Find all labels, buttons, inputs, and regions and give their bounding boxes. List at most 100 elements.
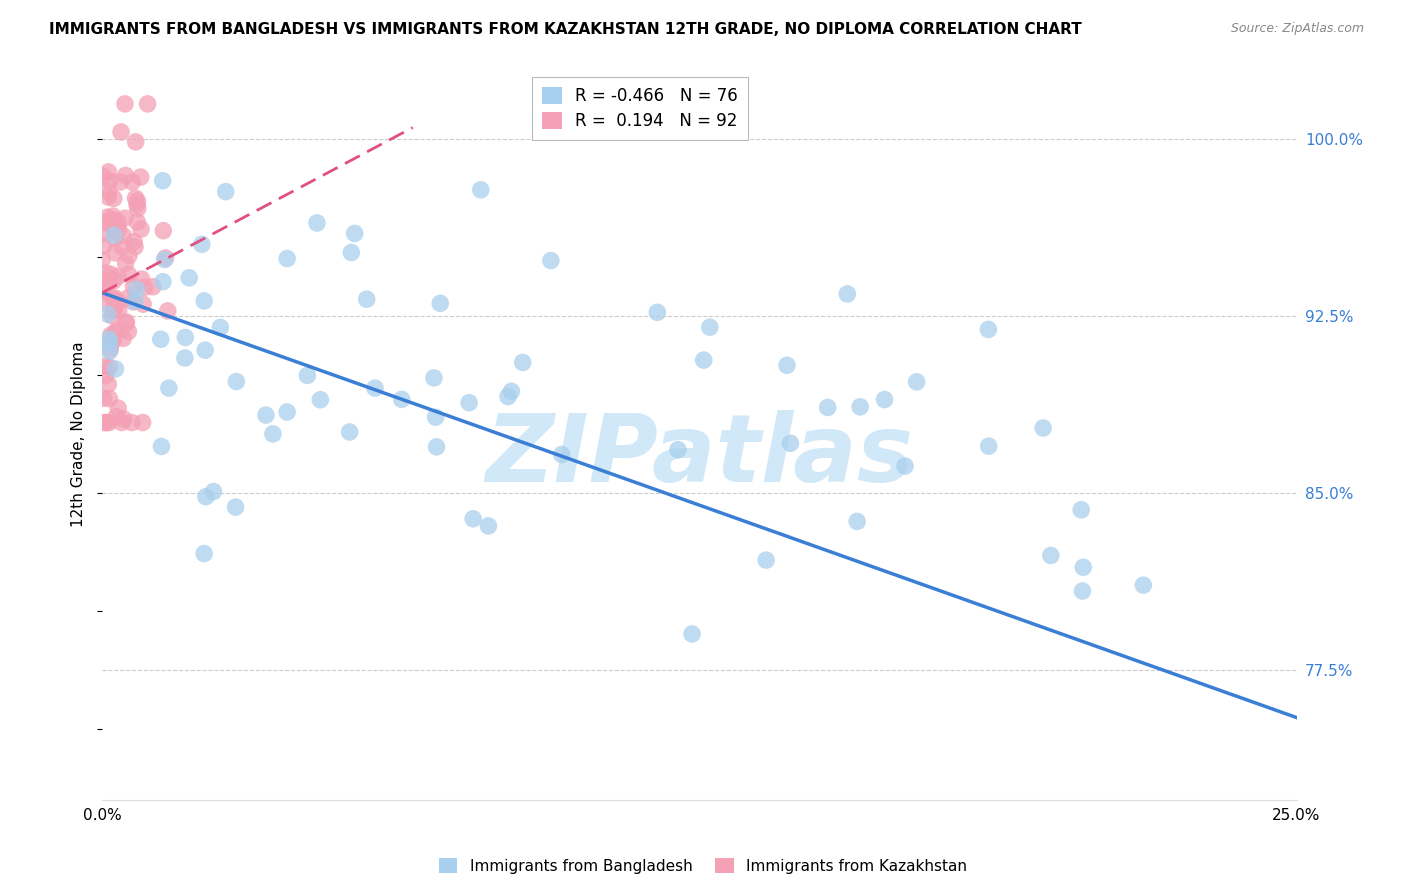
Point bbox=[477, 519, 499, 533]
Point bbox=[977, 322, 1000, 336]
Point bbox=[179, 270, 201, 285]
Point bbox=[276, 252, 298, 266]
Point bbox=[97, 275, 120, 289]
Point bbox=[114, 211, 136, 226]
Point bbox=[101, 209, 124, 223]
Point bbox=[124, 191, 146, 205]
Point bbox=[364, 381, 387, 395]
Point bbox=[647, 305, 669, 319]
Point bbox=[103, 274, 125, 288]
Point bbox=[93, 416, 115, 430]
Point bbox=[423, 371, 446, 385]
Point bbox=[699, 320, 721, 334]
Point bbox=[153, 252, 176, 267]
Point bbox=[100, 336, 122, 351]
Point bbox=[101, 309, 124, 323]
Point bbox=[132, 297, 155, 311]
Point bbox=[98, 174, 121, 188]
Point bbox=[297, 368, 319, 383]
Point bbox=[97, 307, 120, 321]
Point bbox=[429, 296, 451, 310]
Point bbox=[339, 425, 361, 439]
Point bbox=[343, 227, 366, 241]
Point bbox=[127, 194, 149, 208]
Point bbox=[94, 359, 117, 373]
Point bbox=[97, 185, 120, 199]
Point bbox=[152, 275, 174, 289]
Point bbox=[693, 353, 716, 368]
Point bbox=[91, 227, 114, 241]
Point bbox=[305, 216, 328, 230]
Point bbox=[873, 392, 896, 407]
Point bbox=[111, 239, 134, 253]
Point bbox=[356, 292, 378, 306]
Point bbox=[202, 484, 225, 499]
Point bbox=[463, 512, 485, 526]
Point bbox=[118, 249, 141, 263]
Point bbox=[104, 362, 127, 376]
Point bbox=[225, 500, 247, 515]
Point bbox=[501, 384, 523, 399]
Point bbox=[96, 416, 118, 430]
Point bbox=[103, 191, 125, 205]
Point bbox=[977, 439, 1000, 453]
Legend: Immigrants from Bangladesh, Immigrants from Kazakhstan: Immigrants from Bangladesh, Immigrants f… bbox=[433, 852, 973, 880]
Point bbox=[98, 392, 121, 406]
Point bbox=[104, 245, 127, 260]
Point bbox=[111, 416, 134, 430]
Point bbox=[425, 410, 447, 425]
Point bbox=[551, 448, 574, 462]
Point bbox=[540, 253, 562, 268]
Text: Source: ZipAtlas.com: Source: ZipAtlas.com bbox=[1230, 22, 1364, 36]
Point bbox=[849, 400, 872, 414]
Point bbox=[94, 368, 117, 383]
Point bbox=[96, 278, 118, 293]
Point bbox=[101, 213, 124, 227]
Point bbox=[1070, 503, 1092, 517]
Point bbox=[152, 224, 174, 238]
Point bbox=[117, 268, 139, 282]
Point bbox=[134, 280, 156, 294]
Point bbox=[124, 240, 146, 254]
Point bbox=[104, 326, 127, 340]
Point bbox=[837, 287, 859, 301]
Point bbox=[97, 190, 120, 204]
Point bbox=[122, 294, 145, 309]
Point bbox=[117, 325, 139, 339]
Point bbox=[104, 291, 127, 305]
Point bbox=[98, 335, 121, 350]
Point bbox=[173, 351, 195, 365]
Point bbox=[458, 395, 481, 409]
Point bbox=[114, 169, 136, 183]
Point bbox=[1032, 421, 1054, 435]
Point bbox=[131, 416, 153, 430]
Text: IMMIGRANTS FROM BANGLADESH VS IMMIGRANTS FROM KAZAKHSTAN 12TH GRADE, NO DIPLOMA : IMMIGRANTS FROM BANGLADESH VS IMMIGRANTS… bbox=[49, 22, 1083, 37]
Point bbox=[127, 215, 149, 229]
Point bbox=[150, 439, 173, 453]
Point bbox=[97, 165, 120, 179]
Point bbox=[152, 174, 174, 188]
Point bbox=[115, 316, 138, 330]
Point bbox=[905, 375, 928, 389]
Point bbox=[105, 409, 128, 424]
Point bbox=[112, 412, 135, 426]
Point bbox=[894, 459, 917, 474]
Point bbox=[112, 331, 135, 345]
Point bbox=[779, 436, 801, 450]
Point bbox=[340, 245, 363, 260]
Point bbox=[114, 256, 136, 270]
Text: ZIPatlas: ZIPatlas bbox=[485, 410, 914, 502]
Point bbox=[129, 170, 152, 185]
Point bbox=[104, 231, 127, 245]
Point bbox=[755, 553, 778, 567]
Point bbox=[103, 223, 125, 237]
Point bbox=[107, 401, 129, 416]
Point bbox=[155, 251, 177, 265]
Point bbox=[309, 392, 332, 407]
Point bbox=[93, 391, 115, 405]
Legend: R = -0.466   N = 76, R =  0.194   N = 92: R = -0.466 N = 76, R = 0.194 N = 92 bbox=[531, 77, 748, 140]
Point bbox=[98, 416, 121, 430]
Point bbox=[1132, 578, 1154, 592]
Point bbox=[391, 392, 413, 407]
Point bbox=[121, 416, 143, 430]
